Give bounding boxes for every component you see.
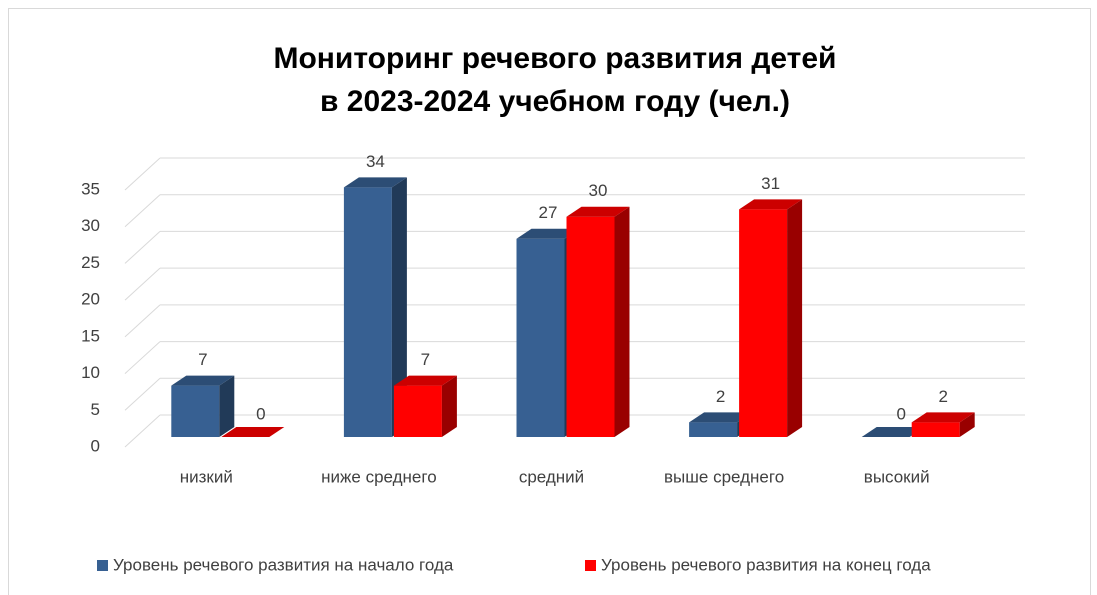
bar-face xyxy=(393,385,442,437)
bar xyxy=(343,177,407,438)
bar xyxy=(566,206,630,437)
bar-face xyxy=(911,422,960,437)
value-label: 0 xyxy=(256,404,265,423)
bar xyxy=(393,375,457,437)
bar-face xyxy=(516,228,580,239)
bar xyxy=(861,427,925,437)
x-tick-label: ниже среднего xyxy=(321,467,437,486)
value-label: 2 xyxy=(716,387,725,406)
bar-face xyxy=(861,427,925,437)
y-tick-label: 10 xyxy=(81,363,100,382)
bar-face xyxy=(689,422,738,437)
bar-face xyxy=(614,206,630,437)
grid-line xyxy=(124,231,161,264)
grid-line xyxy=(124,341,161,374)
x-tick-label: средний xyxy=(519,467,584,486)
y-tick-label: 25 xyxy=(81,253,100,272)
value-label: 0 xyxy=(896,404,905,423)
chart-title: в 2023-2024 учебном году (чел.) xyxy=(320,85,790,118)
legend-label: Уровень речевого развития на конец года xyxy=(601,555,931,574)
value-label: 7 xyxy=(198,350,207,369)
y-tick-label: 0 xyxy=(91,436,100,455)
legend-swatch xyxy=(585,560,596,571)
bar-face xyxy=(959,412,975,437)
bar-face xyxy=(787,199,803,437)
bar-face xyxy=(441,375,457,437)
bar-face xyxy=(516,238,565,437)
y-tick-label: 35 xyxy=(81,179,100,198)
bar-face xyxy=(739,209,788,437)
bar-face xyxy=(689,412,753,423)
value-label: 2 xyxy=(938,387,947,406)
y-tick-label: 15 xyxy=(81,326,100,345)
grid-line xyxy=(124,377,161,411)
chart-title: Мониторинг речевого развития детей xyxy=(273,42,836,75)
bar-face xyxy=(393,375,457,386)
bar-face xyxy=(739,199,803,210)
legend-swatch xyxy=(97,560,108,571)
value-label: 7 xyxy=(421,350,430,369)
bar-face xyxy=(391,177,407,438)
bar xyxy=(221,427,285,437)
value-label: 34 xyxy=(366,152,385,171)
legend-label: Уровень речевого развития на начало года xyxy=(113,555,454,574)
grid-line xyxy=(124,414,161,448)
bar-face xyxy=(343,187,392,437)
bar xyxy=(739,199,803,437)
value-label: 31 xyxy=(761,174,780,193)
grid-line xyxy=(124,267,161,301)
bar-face xyxy=(171,375,235,386)
value-label: 30 xyxy=(589,181,608,200)
value-label: 27 xyxy=(539,203,558,222)
y-tick-label: 30 xyxy=(81,216,100,235)
grid-line xyxy=(124,194,161,228)
x-tick-label: низкий xyxy=(180,467,233,486)
bar xyxy=(911,412,975,437)
bar-face xyxy=(219,375,235,437)
grid-line xyxy=(124,304,161,338)
bar xyxy=(171,375,235,437)
x-tick-label: высокий xyxy=(864,467,930,486)
y-tick-label: 5 xyxy=(91,400,100,419)
bar-face xyxy=(171,385,220,437)
grid-line xyxy=(124,157,161,191)
bar-face xyxy=(221,427,285,437)
x-tick-label: выше среднего xyxy=(664,467,784,486)
bar-face xyxy=(911,412,975,423)
bar-face xyxy=(566,206,630,217)
y-tick-label: 20 xyxy=(81,290,100,309)
bar-face xyxy=(566,216,615,437)
bar-face xyxy=(343,177,407,188)
